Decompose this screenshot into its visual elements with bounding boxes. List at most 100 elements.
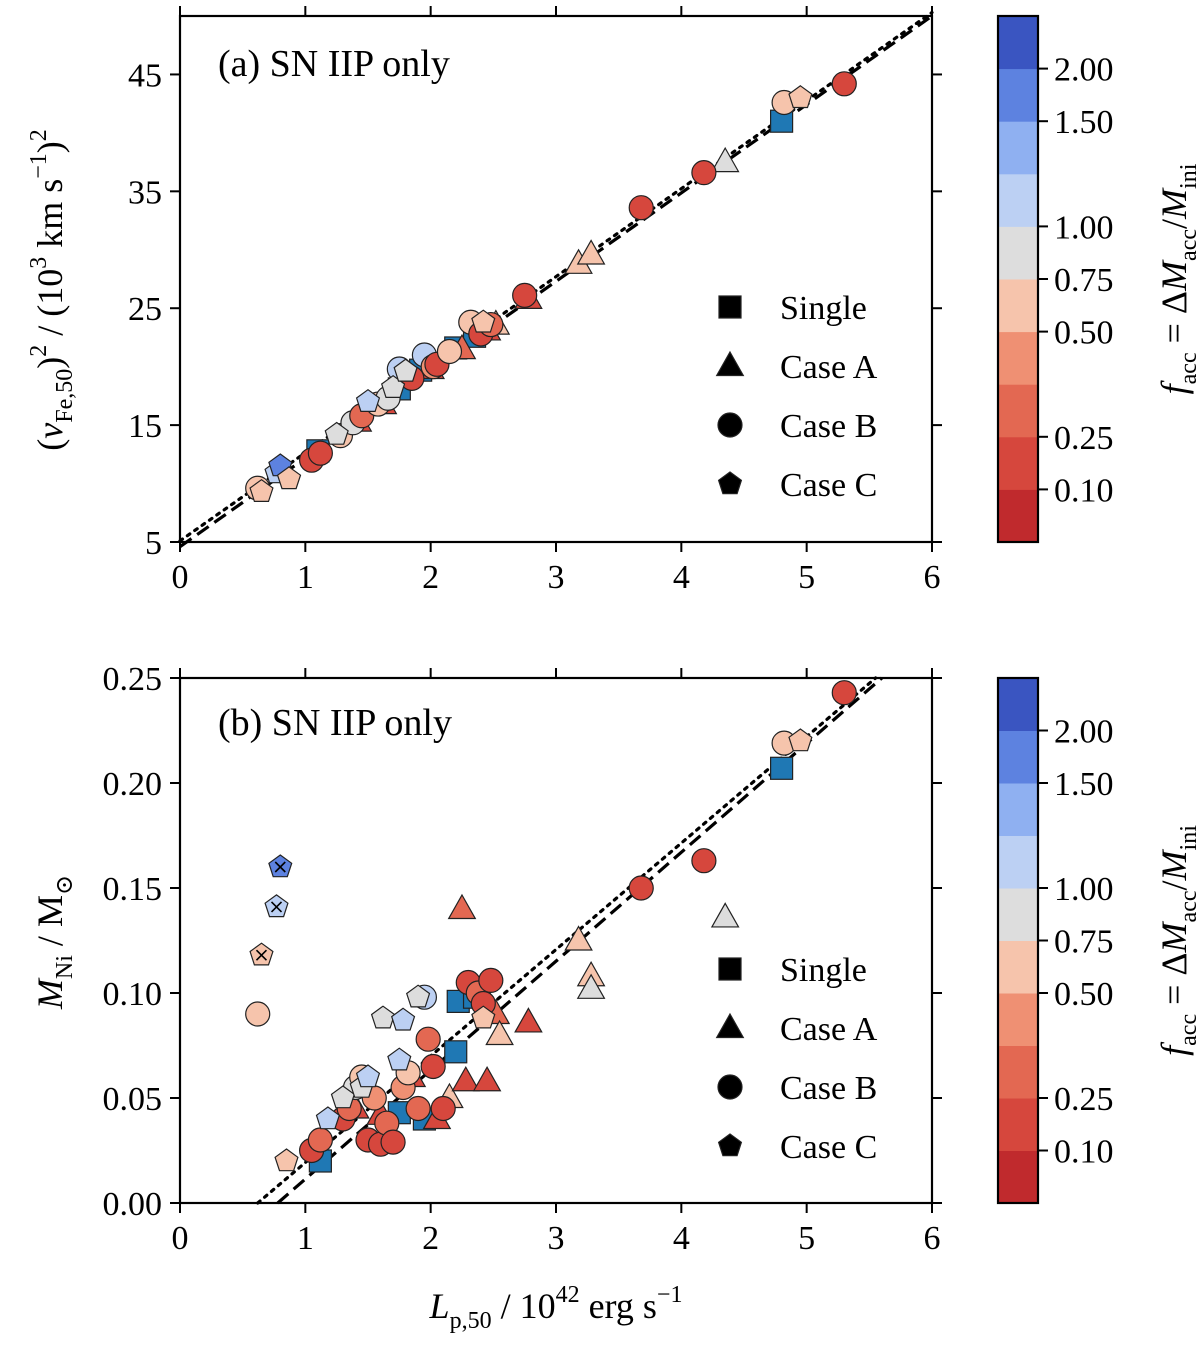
panel-b-case-a-point: [451, 1065, 481, 1092]
colorbar-segment: [998, 993, 1038, 1046]
colorbar-segment: [998, 1098, 1038, 1151]
colorbar-tick-label: 0.25: [1054, 1081, 1114, 1118]
panel-b-case-b-point: [405, 1095, 431, 1122]
panel-b-case-c-point-cross: [274, 861, 286, 873]
panel-b-case-c-point: [274, 1148, 299, 1172]
panel-b: 0 1 2 3 4 5 6 0.00 0.05 0.10 0.15 0.20 0.25 (b) SN I…: [30, 661, 942, 1334]
colorbar-segment: [998, 489, 1038, 543]
panel-a-x-tick-label: 4: [673, 559, 690, 596]
panel-a-case-b-point: [512, 282, 538, 308]
panel-a-legend: Single Case A Case B Case C: [715, 290, 878, 504]
panel-b-y-tick-label: 0.15: [103, 871, 163, 908]
colorbar-tick-label: 0.10: [1054, 1134, 1114, 1171]
panel-b-case-c-point: [370, 1005, 396, 1029]
panel-b-x-tick-label: 3: [548, 1220, 565, 1257]
legend-marker-pentagon: [717, 471, 743, 495]
panel-b-case-b-point: [478, 967, 504, 994]
legend-marker-circle: [717, 1074, 743, 1100]
colorbar-segment: [998, 436, 1038, 490]
panel-a-y-tick-label: 45: [128, 57, 162, 94]
panel-a-case-c-point: [355, 388, 381, 412]
colorbar-tick-label: 1.50: [1054, 104, 1114, 141]
legend-marker-square: [718, 295, 742, 319]
colorbar-segment: [998, 16, 1038, 70]
colorbar-tick-label: 0.50: [1054, 315, 1114, 352]
legend-marker-square: [718, 957, 742, 981]
panel-a-x-tick-label: 2: [422, 559, 439, 596]
panel-b-case-b-point: [245, 1001, 271, 1027]
panel-a-fit-dotted: [178, 10, 934, 543]
colorbar-segment: [998, 888, 1038, 941]
panel-b-case-b-point: [415, 1026, 441, 1052]
panel-b-x-tick-label: 1: [297, 1220, 314, 1257]
colorbar-segment: [998, 226, 1038, 280]
colorbar-tick-label: 1.50: [1054, 766, 1114, 803]
panel-b-frame: [178, 676, 934, 1205]
panel-a-x-tick-label: 6: [924, 559, 941, 596]
panel-b-case-a-point: [576, 973, 606, 999]
panel-b-case-c-point-cross: [270, 901, 283, 913]
legend-marker-triangle: [715, 350, 745, 377]
panel-a-case-c-point: [324, 421, 349, 445]
panel-b-y-tick-label: 0.25: [103, 661, 163, 698]
colorbar-segment: [998, 678, 1038, 731]
legend-label: Case B: [780, 408, 877, 445]
colorbar-tick-label: 0.75: [1054, 262, 1114, 299]
legend-label: Case B: [780, 1070, 877, 1107]
panel-b-case-a-point: [472, 1065, 502, 1092]
panel-b-single-point: [444, 1040, 468, 1064]
colorbar-segment: [998, 331, 1038, 385]
panel-b-single-point: [769, 756, 794, 780]
panel-b-case-a-point: [514, 1007, 543, 1033]
panel-a-x-tick-label: 0: [172, 559, 189, 596]
panel-b-case-b-point: [420, 1053, 446, 1080]
panel-b-x-tick-label: 6: [924, 1220, 941, 1257]
panel-a-case-c-point: [276, 466, 302, 490]
colorbar-segment: [998, 173, 1038, 227]
legend-label: Single: [780, 290, 867, 327]
panel-a-x-tick-label: 5: [798, 559, 815, 596]
panel-b-legend: Single Case A Case B Case C: [715, 952, 878, 1166]
colorbar-segment: [998, 835, 1038, 889]
panel-b-x-tick-label: 4: [673, 1220, 690, 1257]
panel-a-case-c-point: [249, 478, 274, 502]
colorbar-segment: [998, 730, 1038, 784]
panel-b-y-tick-label: 0.20: [103, 766, 163, 803]
colorbar-b: 0.10 0.25 0.50 0.75 1.00 1.50 2.00 facc = ΔMacc…: [996, 676, 1200, 1205]
panel-b-title: (b) SN IIP only: [218, 702, 452, 744]
legend-label: Case C: [780, 467, 877, 504]
panel-b-x-tick-label: 5: [798, 1220, 815, 1257]
colorbar-tick-label: 1.00: [1054, 871, 1114, 908]
colorbar-label: facc = ΔMacc/Mini: [1154, 163, 1200, 394]
colorbar-label: facc = ΔMacc/Mini: [1154, 825, 1200, 1056]
colorbar-segment: [998, 279, 1038, 333]
colorbar-tick-label: 2.00: [1054, 52, 1114, 89]
colorbar-tick-label: 0.25: [1054, 420, 1114, 457]
panel-b-case-c-point: [471, 1005, 496, 1029]
x-axis-title: Lp,50 / 1042 erg s−1: [429, 1282, 683, 1334]
panel-b-x-tick-label: 2: [422, 1220, 439, 1257]
panel-a-y-axis-title: (vFe,50)2 / (103 km s−1)2: [26, 129, 78, 451]
panel-a-y-tick-label: 5: [145, 525, 162, 562]
colorbar-segment: [998, 1150, 1038, 1204]
panel-b-case-b-point: [380, 1129, 406, 1155]
panel-a-case-b-point: [436, 338, 463, 365]
panel-b-case-a-point: [447, 893, 477, 920]
panel-b-case-a-point: [564, 925, 593, 951]
legend-label: Single: [780, 952, 867, 989]
legend-marker-pentagon: [717, 1133, 743, 1157]
panel-b-case-c-point: [315, 1106, 341, 1130]
panel-a-y-tick-label: 35: [128, 174, 162, 211]
panel-b-case-a-point: [710, 902, 740, 928]
legend-label: Case A: [780, 1011, 878, 1048]
legend-marker-triangle: [715, 1012, 745, 1039]
panel-b-y-tick-label: 0.00: [103, 1186, 163, 1223]
panel-a-case-b-point: [628, 195, 654, 221]
panel-b-case-c-point-cross: [255, 949, 268, 961]
panel-b-case-c-point: [264, 894, 289, 918]
panel-b-case-c-point: [390, 1007, 416, 1031]
panel-a-case-c-point: [393, 358, 418, 382]
legend-label: Case C: [780, 1129, 877, 1166]
panel-b-case-c-point: [330, 1085, 356, 1109]
